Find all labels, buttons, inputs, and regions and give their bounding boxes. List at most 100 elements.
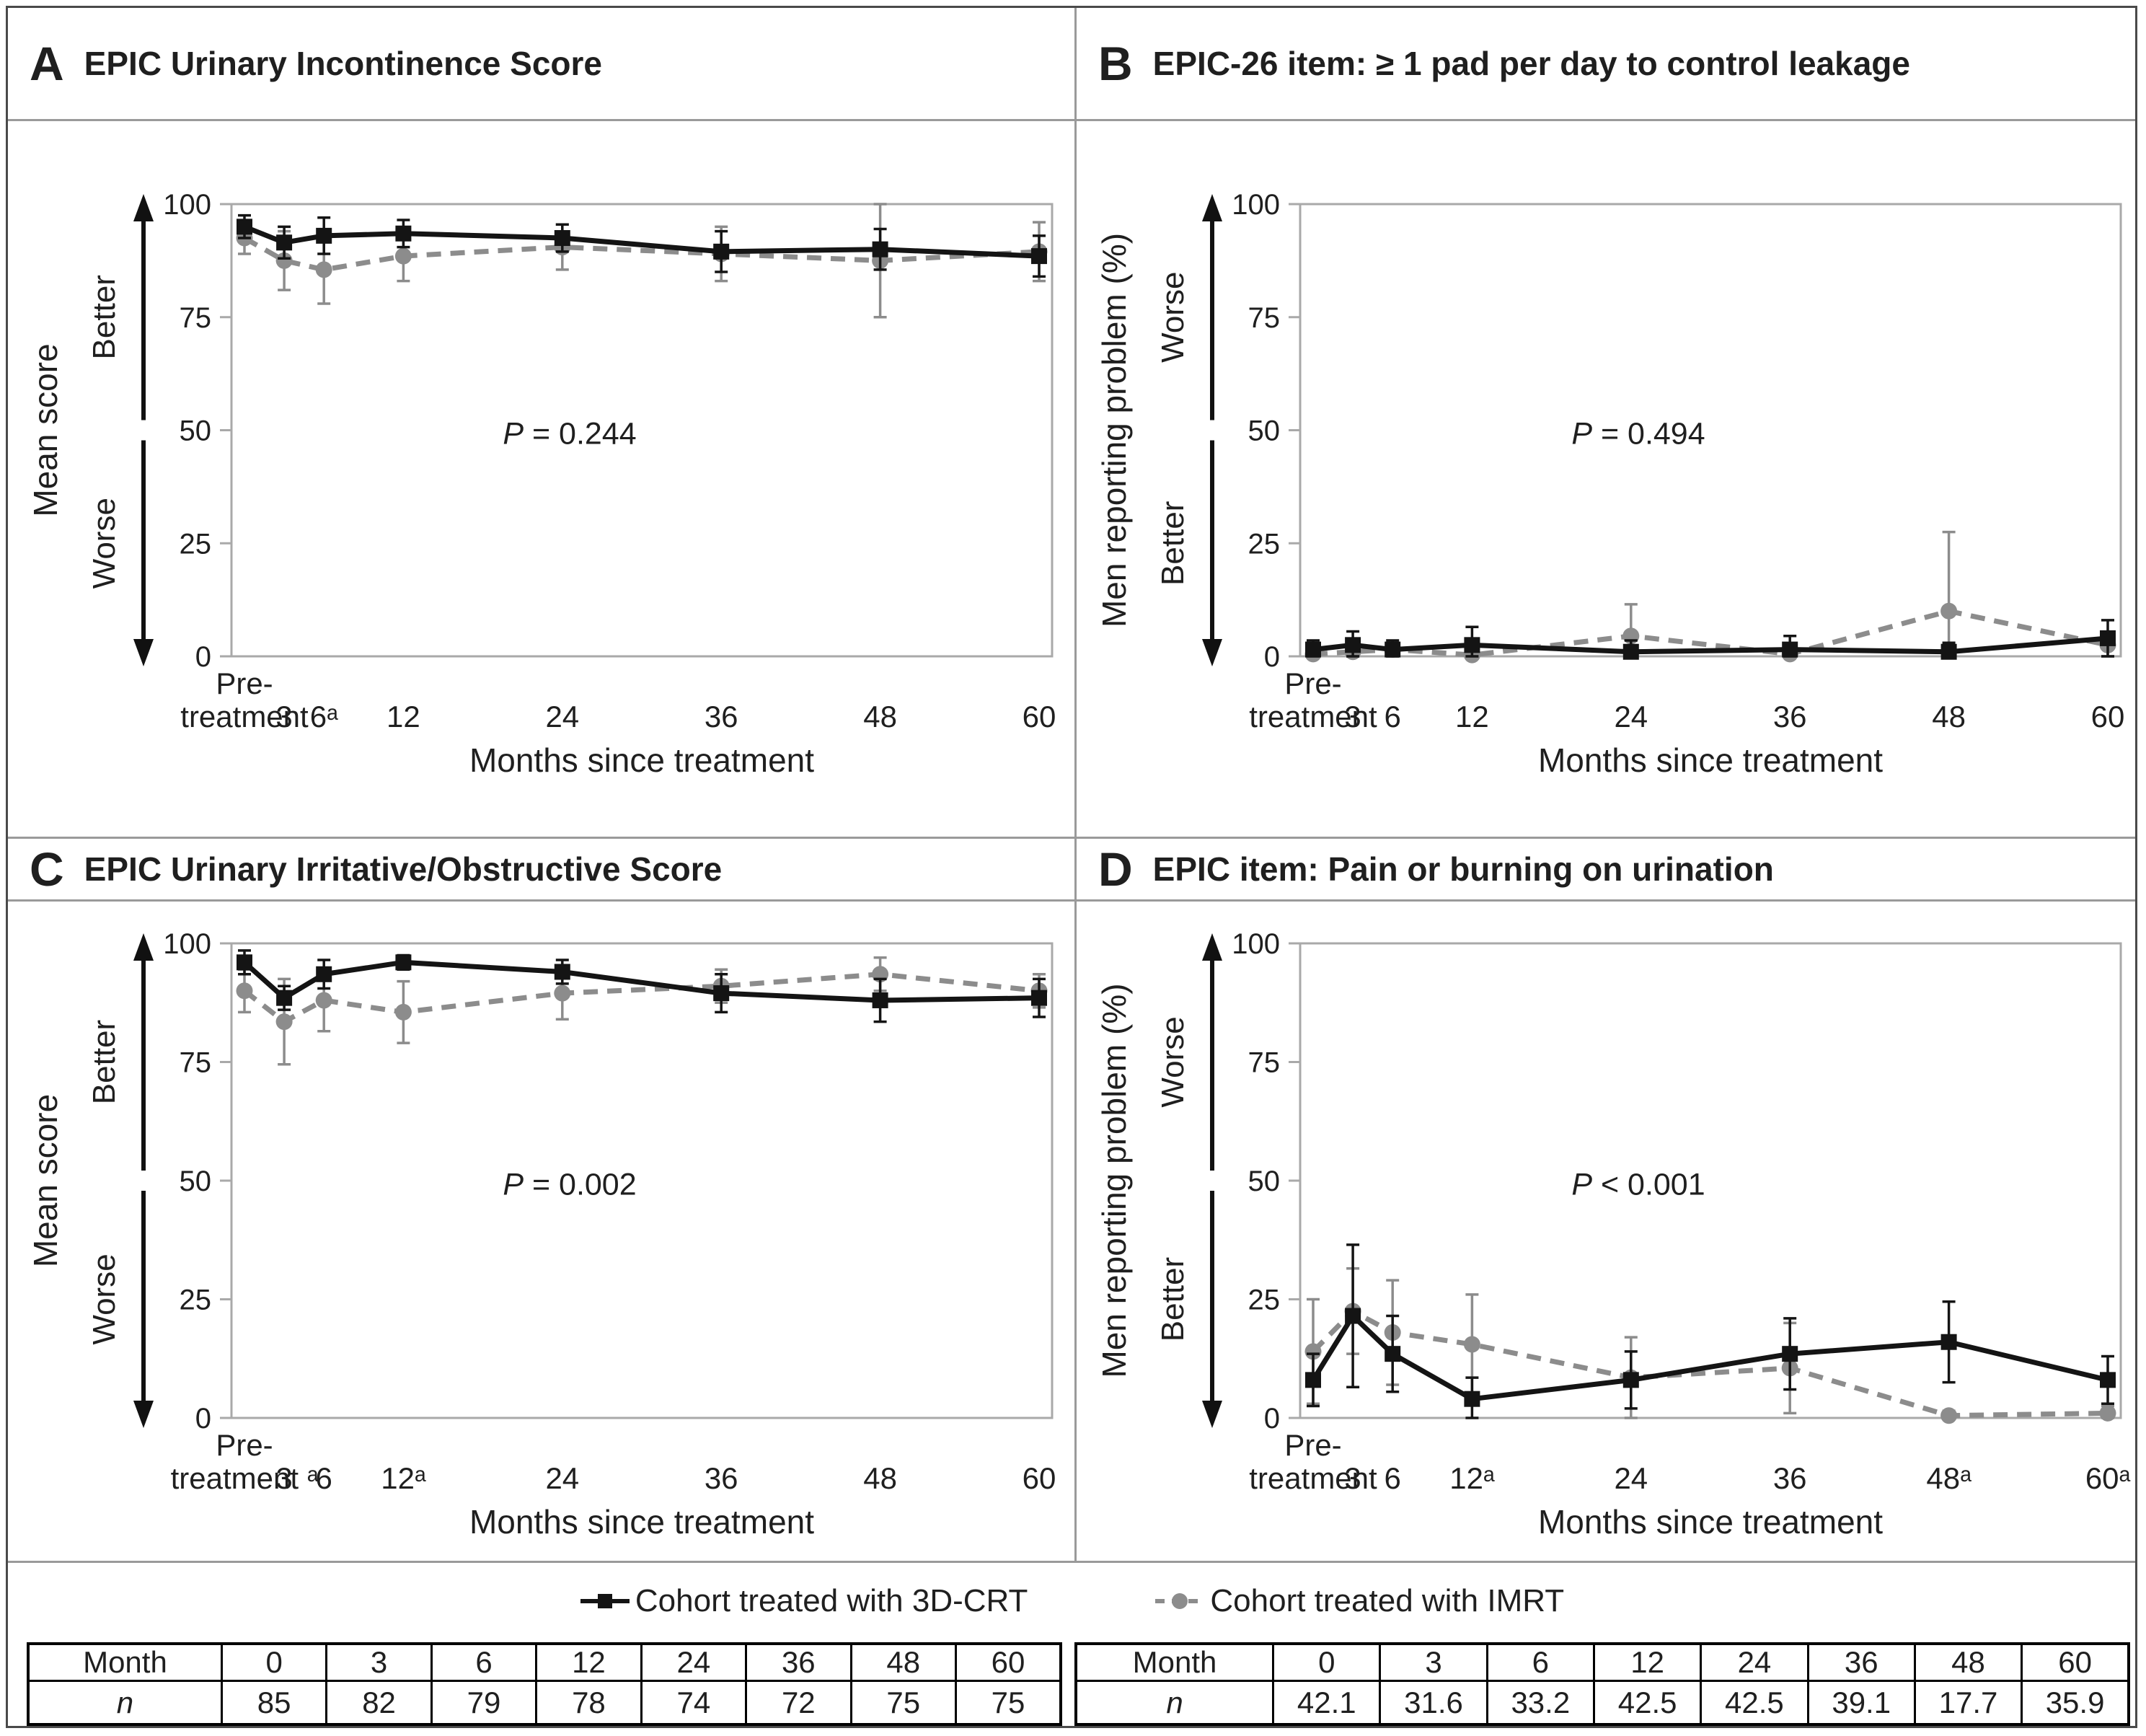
figure-frame: A EPIC Urinary Incontinence Score B EPIC… <box>6 6 2137 1728</box>
y-tick-label: 25 <box>1248 1285 1281 1316</box>
square-marker-icon <box>1464 637 1480 653</box>
x-tick-label: 48 <box>1932 700 1966 733</box>
series-3dcrt <box>237 949 1047 1023</box>
circle-marker-icon <box>1304 1343 1322 1360</box>
table-cell: 72 <box>745 1680 852 1726</box>
x-tick-label: 6 <box>1385 700 1401 733</box>
series-3dcrt <box>1305 619 2116 660</box>
x-tick-label: 60 <box>2091 700 2125 733</box>
x-tick-label: 3 <box>1344 700 1361 733</box>
table-cell: 42.5 <box>1700 1680 1809 1726</box>
square-marker-icon <box>316 227 332 244</box>
y-tick-label: 100 <box>163 928 211 960</box>
x-tick-label: 3 <box>275 700 292 733</box>
panel-c-heading: EPIC Urinary Irritative/Obstructive Scor… <box>84 850 723 888</box>
x-tick-label: 36 <box>705 1461 738 1495</box>
x-tick-label: 24 <box>1614 1461 1648 1495</box>
square-marker-icon <box>1622 1372 1639 1388</box>
arrow-up-icon <box>133 933 154 961</box>
square-marker-icon <box>1305 641 1321 658</box>
square-marker-icon <box>1385 1346 1401 1362</box>
table-header-month: 48 <box>849 1642 957 1682</box>
square-marker-icon <box>554 230 570 247</box>
table-cell: 78 <box>535 1680 643 1726</box>
panel-d-chart: 0 25 50 75 100 Worse Better Men reporting probl… <box>1077 902 2135 1561</box>
panel-d-letter: D <box>1098 842 1133 896</box>
x-tick-label: Pre- <box>216 666 273 700</box>
square-marker-icon <box>1940 1334 1957 1350</box>
square-marker-icon <box>2100 630 2116 646</box>
x-tick-label: treatment <box>1249 700 1377 733</box>
x-tick-label: 12ᵃ <box>1449 1461 1495 1495</box>
table-cell: 31.6 <box>1379 1680 1488 1726</box>
table-header-month: 60 <box>954 1642 1062 1682</box>
square-marker-icon <box>713 985 730 1002</box>
circle-marker-icon <box>315 992 332 1009</box>
panel-b-heading: EPIC-26 item: ≥ 1 pad per day to control… <box>1152 44 1910 82</box>
table-header-month: 12 <box>535 1642 643 1682</box>
square-marker-icon <box>1345 1308 1361 1324</box>
y-tick-label: 75 <box>180 302 212 334</box>
direction-bottom-label: Worse <box>87 498 122 589</box>
table-header-month: 12 <box>1592 1642 1703 1682</box>
table-header-month: 0 <box>1272 1642 1382 1682</box>
table-header-label: Month <box>27 1642 223 1682</box>
x-tick-label: Pre- <box>1284 1428 1341 1462</box>
plot-frame <box>1299 942 2122 1419</box>
y-tick-label: 50 <box>180 415 212 447</box>
square-marker-icon <box>237 954 252 971</box>
circle-marker-icon <box>1940 602 1958 620</box>
x-tick-label: Pre- <box>216 1428 273 1462</box>
y-tick-label: 100 <box>163 189 211 221</box>
y-axis-title: Men reporting problem (%) <box>1095 983 1133 1378</box>
square-marker-icon <box>1782 641 1798 658</box>
n-table-right-table: Month 0 3 6 12 24 36 48 60 n 42.1 31.6 33.2 42.5 42.5… <box>1074 1642 2130 1726</box>
y-tick-label: 0 <box>1264 641 1280 673</box>
circle-marker-icon <box>394 247 412 265</box>
square-marker-icon <box>395 954 412 971</box>
separator-line <box>8 837 2135 839</box>
x-tick-label: 12ᵃ <box>381 1461 426 1495</box>
table-header-month: 6 <box>1485 1642 1595 1682</box>
separator-line <box>8 119 2135 121</box>
table-header-month: 24 <box>640 1642 748 1682</box>
legend: Cohort treated with 3D-CRT Cohort treate… <box>8 1563 2135 1639</box>
x-tick-label: 3 <box>275 1461 292 1495</box>
x-tick-label: 36 <box>705 700 738 733</box>
x-tick-label: 48 <box>863 1461 897 1495</box>
table-header-label: Month <box>1074 1642 1275 1682</box>
table-header-month: 24 <box>1700 1642 1809 1682</box>
y-tick-label: 50 <box>180 1166 212 1197</box>
square-marker-icon <box>276 234 293 251</box>
series-line <box>1311 1308 2109 1419</box>
x-tick-label: 60 <box>1023 700 1056 733</box>
arrow-down-icon <box>1202 1401 1222 1428</box>
y-axis-title: Men reporting problem (%) <box>1095 233 1133 627</box>
table-cell: 74 <box>640 1680 748 1726</box>
table-cell: 33.2 <box>1485 1680 1595 1726</box>
legend-item-3dcrt: Cohort treated with 3D-CRT <box>579 1583 1028 1619</box>
series-line <box>1312 608 2109 658</box>
table-header-month: 36 <box>745 1642 852 1682</box>
panel-c-title: C EPIC Urinary Irritative/Obstructive Sc… <box>8 839 1074 899</box>
table-header-month: 0 <box>220 1642 328 1682</box>
x-tick-label: 48 <box>863 700 897 733</box>
y-tick-label: 0 <box>1264 1403 1280 1435</box>
y-axis-title: Mean score <box>27 1094 64 1267</box>
x-tick-label: 24 <box>1614 700 1648 733</box>
square-marker-icon <box>872 241 888 257</box>
x-axis-title: Months since treatment <box>469 741 814 779</box>
arrow-up-icon <box>1202 194 1222 221</box>
y-tick-label: 100 <box>1232 189 1280 221</box>
panel-a-letter: A <box>30 37 64 90</box>
separator-line <box>8 1561 2135 1563</box>
table-cell: 85 <box>220 1680 328 1726</box>
plot-frame <box>230 203 1054 658</box>
x-tick-label: treatment <box>180 700 309 733</box>
arrow-down-icon <box>133 639 154 666</box>
direction-top-label: Better <box>87 275 122 359</box>
x-tick-label: 24 <box>545 1461 579 1495</box>
table-header-month: 3 <box>325 1642 433 1682</box>
3dcrt-line-marker-icon <box>580 1593 630 1608</box>
